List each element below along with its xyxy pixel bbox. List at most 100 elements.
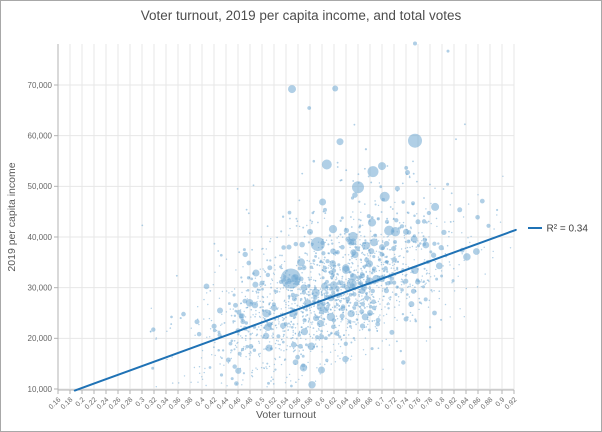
scatter-point[interactable] — [198, 323, 200, 326]
scatter-point[interactable] — [248, 352, 250, 355]
scatter-point[interactable] — [218, 265, 221, 267]
scatter-point[interactable] — [264, 284, 267, 287]
scatter-point[interactable] — [340, 286, 342, 288]
scatter-point[interactable] — [352, 293, 354, 295]
trendline-layer[interactable] — [73, 228, 517, 392]
scatter-point[interactable] — [298, 288, 300, 290]
scatter-point[interactable] — [364, 295, 370, 301]
scatter-point[interactable] — [312, 159, 316, 163]
scatter-point[interactable] — [394, 316, 396, 319]
scatter-point[interactable] — [400, 284, 403, 286]
scatter-point[interactable] — [263, 269, 265, 272]
scatter-point[interactable] — [409, 246, 411, 249]
scatter-point[interactable] — [251, 371, 253, 374]
scatter-point[interactable] — [301, 290, 307, 295]
scatter-point[interactable] — [205, 384, 207, 387]
scatter-point[interactable] — [400, 281, 402, 283]
scatter-point[interactable] — [414, 286, 416, 289]
scatter-point[interactable] — [318, 329, 320, 331]
scatter-point[interactable] — [307, 294, 310, 297]
scatter-point[interactable] — [382, 241, 384, 243]
scatter-point[interactable] — [339, 269, 341, 271]
scatter-point[interactable] — [389, 206, 392, 208]
scatter-point[interactable] — [386, 217, 389, 220]
scatter-point[interactable] — [400, 248, 403, 250]
scatter-point[interactable] — [320, 314, 322, 317]
scatter-point[interactable] — [263, 367, 266, 370]
scatter-point[interactable] — [301, 347, 303, 349]
legend[interactable]: R² = 0.34 — [528, 224, 588, 235]
scatter-point[interactable] — [345, 337, 347, 339]
scatter-point[interactable] — [259, 316, 261, 319]
scatter-point[interactable] — [361, 295, 363, 297]
scatter-point[interactable] — [292, 334, 294, 336]
scatter-point[interactable] — [341, 275, 344, 278]
scatter-point[interactable] — [271, 323, 273, 326]
scatter-point[interactable] — [343, 341, 348, 346]
scatter-point[interactable] — [361, 277, 363, 279]
scatter-point[interactable] — [330, 267, 332, 270]
scatter-point[interactable] — [421, 232, 423, 234]
scatter-point[interactable] — [325, 291, 329, 295]
scatter-point[interactable] — [364, 239, 367, 242]
scatter-point[interactable] — [324, 336, 328, 341]
scatter-point[interactable] — [368, 291, 370, 293]
scatter-point[interactable] — [240, 335, 242, 337]
scatter-point[interactable] — [242, 248, 246, 252]
scatter-point[interactable] — [359, 275, 363, 279]
scatter-point[interactable] — [313, 311, 315, 313]
scatter-point[interactable] — [348, 231, 358, 242]
scatter-point[interactable] — [402, 256, 405, 259]
scatter-point[interactable] — [329, 351, 332, 353]
scatter-point[interactable] — [369, 270, 371, 273]
scatter-point[interactable] — [311, 289, 313, 291]
scatter-point[interactable] — [355, 269, 357, 271]
scatter-point[interactable] — [331, 318, 336, 323]
scatter-point[interactable] — [348, 295, 350, 298]
scatter-point[interactable] — [331, 242, 334, 245]
scatter-point[interactable] — [346, 278, 357, 289]
scatter-point[interactable] — [302, 318, 307, 323]
scatter-point[interactable] — [378, 162, 386, 171]
scatter-point[interactable] — [363, 235, 366, 238]
scatter-point[interactable] — [360, 261, 362, 264]
scatter-point[interactable] — [352, 292, 357, 297]
scatter-point[interactable] — [365, 256, 368, 259]
scatter-point[interactable] — [288, 217, 291, 220]
scatter-point[interactable] — [405, 250, 409, 253]
scatter-point[interactable] — [249, 351, 252, 353]
scatter-point[interactable] — [280, 363, 283, 366]
scatter-point[interactable] — [310, 262, 312, 265]
scatter-point[interactable] — [311, 348, 314, 350]
scatter-point[interactable] — [404, 240, 407, 243]
scatter-point[interactable] — [329, 289, 331, 291]
scatter-point[interactable] — [307, 361, 309, 364]
scatter-point[interactable] — [287, 322, 290, 325]
trendline[interactable] — [73, 228, 517, 392]
scatter-point[interactable] — [345, 228, 347, 231]
scatter-point[interactable] — [281, 215, 285, 218]
scatter-point[interactable] — [305, 315, 307, 317]
scatter-point[interactable] — [430, 276, 432, 278]
scatter-point[interactable] — [455, 138, 457, 141]
scatter-point[interactable] — [290, 384, 293, 388]
scatter-point[interactable] — [406, 293, 409, 296]
scatter-point[interactable] — [230, 357, 232, 360]
scatter-point[interactable] — [412, 160, 414, 163]
scatter-point[interactable] — [394, 293, 398, 296]
scatter-point[interactable] — [302, 349, 305, 352]
scatter-point[interactable] — [282, 319, 284, 322]
scatter-point[interactable] — [314, 254, 318, 258]
scatter-point[interactable] — [397, 261, 399, 263]
scatter-point[interactable] — [369, 263, 372, 266]
scatter-point[interactable] — [235, 367, 242, 374]
scatter-point[interactable] — [385, 260, 388, 263]
scatter-point[interactable] — [298, 330, 301, 333]
scatter-point[interactable] — [361, 251, 364, 254]
scatter-point[interactable] — [261, 309, 264, 311]
scatter-point[interactable] — [336, 281, 341, 285]
scatter-point[interactable] — [350, 266, 352, 268]
scatter-point[interactable] — [250, 277, 254, 281]
scatter-point[interactable] — [350, 273, 358, 281]
scatter-point[interactable] — [311, 288, 320, 297]
